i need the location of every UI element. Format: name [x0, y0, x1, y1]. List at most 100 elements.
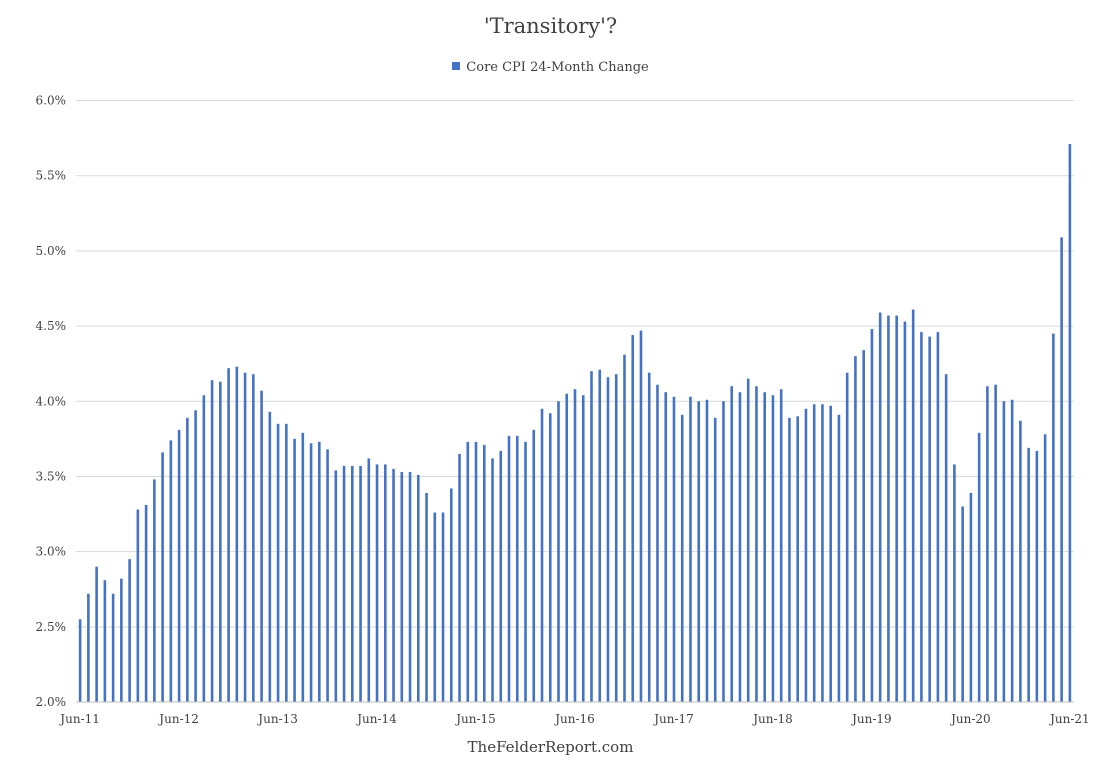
bar: [111, 593, 115, 702]
bar: [730, 386, 734, 702]
bar: [639, 330, 643, 702]
bar: [878, 312, 882, 702]
bar: [722, 401, 725, 702]
bar: [515, 435, 519, 702]
bar: [738, 392, 742, 702]
bar: [540, 408, 544, 702]
x-tick-label: Jun-14: [355, 712, 397, 726]
x-tick-label: Jun-16: [553, 712, 595, 726]
bar: [870, 329, 874, 702]
bar: [796, 416, 799, 702]
y-tick-label: 2.0%: [36, 695, 67, 709]
bar: [458, 453, 461, 702]
bar: [326, 449, 329, 702]
bar: [243, 372, 247, 702]
bar: [812, 404, 816, 702]
x-axis-tick-labels: Jun-11 Jun-12 Jun-13 Jun-14 Jun-15 Jun-16 Jun-…: [58, 712, 1089, 726]
bar: [309, 443, 313, 702]
bar: [87, 593, 90, 702]
bar: [202, 395, 206, 702]
bar: [1019, 420, 1022, 702]
bar: [837, 414, 841, 702]
bar: [631, 335, 635, 702]
bar: [746, 378, 750, 702]
bar: [375, 464, 379, 702]
bar: [425, 492, 428, 702]
bar: [441, 512, 445, 702]
x-tick-label: Jun-19: [850, 712, 892, 726]
chart-title: 'Transitory'?: [483, 14, 618, 38]
legend: Core CPI 24-Month Change: [0, 60, 1101, 75]
bar: [903, 321, 907, 702]
bar: [623, 354, 626, 702]
bar: [664, 392, 668, 702]
bar: [499, 450, 503, 702]
y-axis-tick-labels: 2.0% 2.5% 3.0% 3.5% 4.0% 4.5% 5.0% 5.5% 6.0%: [36, 94, 67, 710]
bar: [862, 350, 865, 702]
bar: [895, 315, 898, 702]
bar: [788, 417, 791, 702]
bar: [408, 471, 412, 702]
bar: [953, 464, 956, 702]
bar: [334, 470, 338, 702]
bar: [1035, 450, 1039, 702]
bar: [78, 619, 82, 702]
bar: [128, 559, 131, 702]
bar: [95, 566, 98, 702]
x-tick-label: Jun-20: [949, 712, 991, 726]
y-tick-label: 5.0%: [36, 244, 67, 258]
bar: [779, 389, 783, 702]
bar: [614, 374, 618, 702]
x-tick-label: Jun-13: [256, 712, 298, 726]
bar: [1060, 237, 1063, 702]
bar: [235, 366, 239, 702]
bar: [1043, 434, 1047, 702]
bar: [1002, 401, 1006, 702]
bar: [911, 309, 915, 702]
x-tick-label: Jun-18: [751, 712, 793, 726]
bar: [565, 393, 569, 702]
y-tick-label: 5.5%: [36, 169, 67, 183]
bar: [285, 423, 288, 702]
bar: [260, 390, 263, 702]
bar: [961, 506, 964, 702]
bar: [936, 332, 940, 702]
x-tick-label: Jun-15: [454, 712, 496, 726]
bar: [507, 435, 511, 702]
bar: [210, 380, 214, 702]
bar: [557, 401, 560, 702]
bar: [590, 371, 593, 702]
bar: [482, 444, 486, 702]
bar: [194, 410, 197, 702]
x-tick-label: Jun-21: [1048, 712, 1090, 726]
x-tick-label: Jun-12: [157, 712, 199, 726]
bar: [227, 368, 230, 702]
bar: [491, 458, 494, 702]
bar: [854, 356, 857, 702]
bar: [268, 411, 272, 702]
source-credit: TheFelderReport.com: [467, 738, 634, 756]
bar: [433, 512, 437, 702]
bar: [342, 465, 346, 702]
bar: [1010, 399, 1014, 702]
bar: [606, 377, 610, 702]
bar: [384, 464, 387, 702]
bar: [219, 381, 222, 702]
y-tick-label: 4.5%: [36, 319, 67, 333]
bar: [466, 441, 470, 702]
bar: [994, 384, 997, 702]
bar: [400, 471, 404, 702]
bar: [252, 374, 255, 702]
bar: [153, 479, 156, 702]
bar: [581, 395, 585, 702]
legend-label: Core CPI 24-Month Change: [466, 60, 649, 75]
bar: [680, 414, 684, 702]
bar: [524, 441, 527, 702]
bar: [161, 452, 164, 702]
bar: [969, 492, 973, 702]
bar: [169, 440, 173, 702]
bar: [1068, 144, 1072, 703]
bar: [763, 392, 766, 702]
bar: [804, 408, 808, 702]
